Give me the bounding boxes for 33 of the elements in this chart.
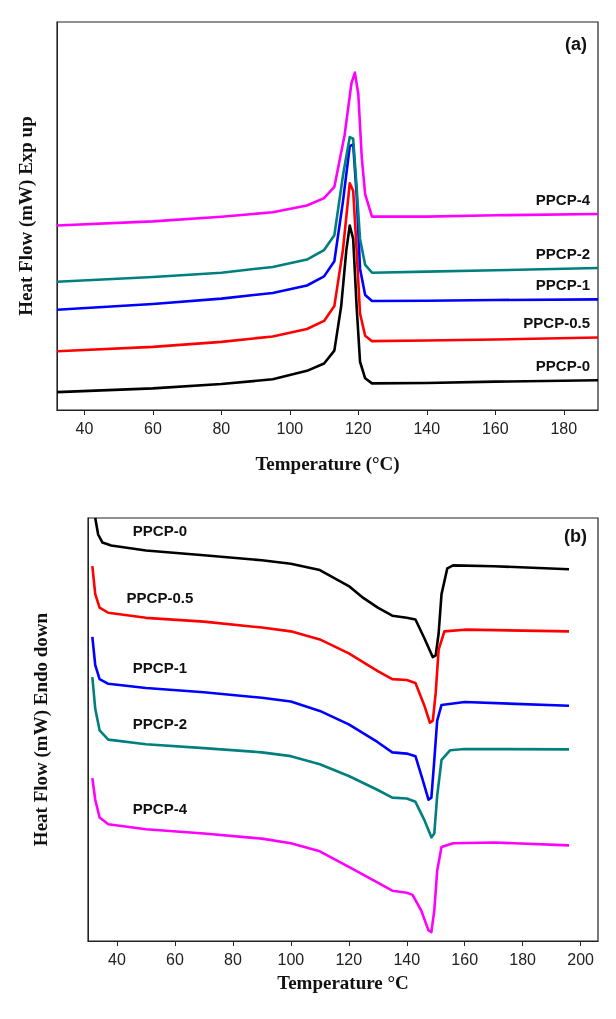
- x-tick-label: 140: [393, 950, 421, 968]
- series-label: PPCP-4: [132, 800, 188, 818]
- series-label: PPCP-2: [535, 244, 590, 262]
- x-tick-label: 200: [567, 950, 595, 968]
- series-label: PPCP-4: [535, 190, 591, 208]
- chart-title: (b): [564, 526, 588, 546]
- x-tick-label: 80: [223, 950, 242, 968]
- x-tick-label: 80: [212, 419, 231, 437]
- x-tick-label: 160: [481, 419, 509, 437]
- x-tick-label: 120: [344, 419, 372, 437]
- x-axis-title: Temperature °C: [277, 972, 409, 993]
- series-label: PPCP-1: [132, 659, 188, 677]
- x-tick-label: 40: [75, 419, 94, 437]
- series-label: PPCP-0.5: [126, 588, 194, 606]
- y-axis-title: Heat Flow (mW) Exp up: [15, 116, 37, 316]
- series-label: PPCP-0.5: [523, 314, 590, 332]
- series-label: PPCP-1: [535, 276, 590, 294]
- x-axis-title: Temperature (°C): [255, 453, 400, 475]
- series-label: PPCP-0: [132, 521, 188, 539]
- x-tick-label: 40: [108, 950, 126, 968]
- x-tick-label: 100: [276, 419, 304, 437]
- x-tick-label: 100: [277, 950, 305, 968]
- x-tick-label: 140: [413, 419, 441, 437]
- x-tick-label: 160: [451, 950, 479, 968]
- chart-title: (a): [565, 34, 588, 54]
- series-label: PPCP-2: [132, 715, 188, 733]
- series-label: PPCP-0: [535, 357, 590, 375]
- x-tick-label: 60: [166, 950, 184, 968]
- x-tick-label: 180: [509, 950, 537, 968]
- x-tick-label: 60: [143, 419, 162, 437]
- x-tick-label: 180: [550, 419, 578, 437]
- x-tick-label: 120: [335, 950, 363, 968]
- y-axis-title: Heat Flow (mW) Endo down: [30, 612, 52, 847]
